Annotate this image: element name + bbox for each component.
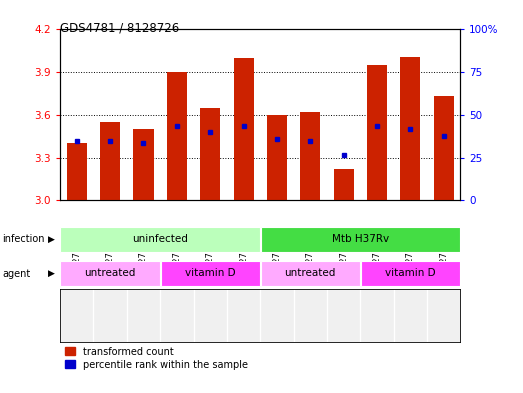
Bar bbox=[61, 261, 160, 286]
Bar bbox=[334, 169, 354, 200]
Bar bbox=[67, 143, 87, 200]
Text: ▶: ▶ bbox=[48, 269, 55, 278]
Text: agent: agent bbox=[3, 268, 31, 279]
Bar bbox=[260, 261, 360, 286]
Bar bbox=[161, 261, 260, 286]
Bar bbox=[200, 108, 220, 200]
Text: Mtb H37Rv: Mtb H37Rv bbox=[332, 234, 389, 244]
Bar bbox=[267, 115, 287, 200]
Bar bbox=[167, 72, 187, 200]
Legend: transformed count, percentile rank within the sample: transformed count, percentile rank withi… bbox=[65, 347, 247, 370]
Text: untreated: untreated bbox=[85, 268, 136, 278]
Bar bbox=[300, 112, 320, 200]
Bar bbox=[260, 227, 460, 252]
Bar bbox=[133, 129, 154, 200]
Bar bbox=[400, 57, 420, 200]
Text: infection: infection bbox=[3, 234, 45, 244]
Bar bbox=[61, 227, 260, 252]
Bar bbox=[100, 122, 120, 200]
Text: GDS4781 / 8128726: GDS4781 / 8128726 bbox=[60, 22, 179, 35]
Bar bbox=[367, 65, 387, 200]
Text: vitamin D: vitamin D bbox=[385, 268, 436, 278]
Text: ▶: ▶ bbox=[48, 235, 55, 244]
Text: untreated: untreated bbox=[285, 268, 336, 278]
Text: vitamin D: vitamin D bbox=[185, 268, 235, 278]
Bar bbox=[233, 58, 254, 200]
Bar bbox=[434, 96, 453, 200]
Text: uninfected: uninfected bbox=[132, 234, 188, 244]
Bar bbox=[360, 261, 460, 286]
